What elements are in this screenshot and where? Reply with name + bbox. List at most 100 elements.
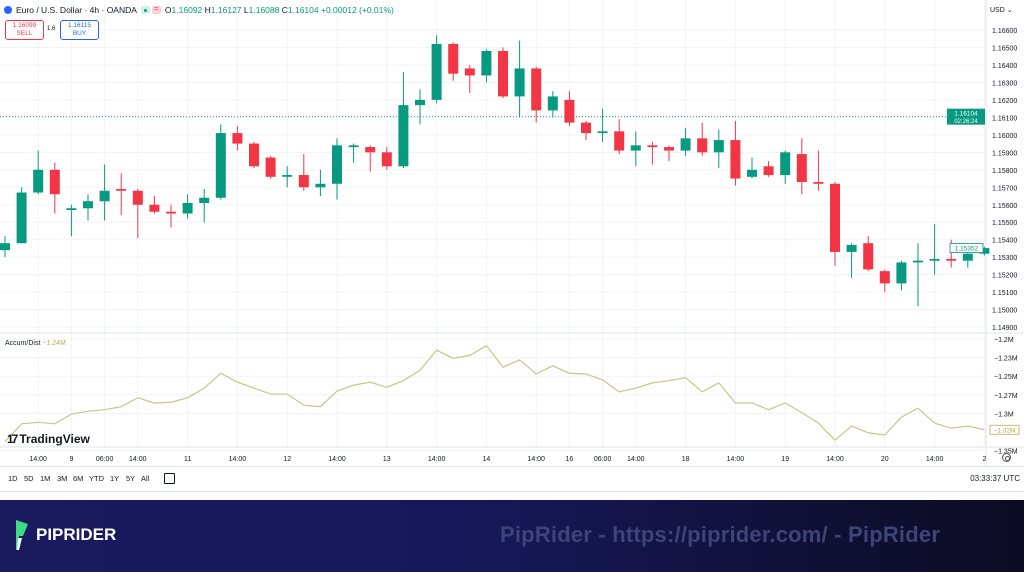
candle-body xyxy=(182,203,193,214)
time-tick-label: 14:00 xyxy=(328,456,346,463)
time-tick-label: 06:00 xyxy=(594,456,612,463)
candle-body xyxy=(830,183,840,252)
time-tick-label: 19 xyxy=(781,456,789,463)
candle xyxy=(365,145,376,172)
candle-body xyxy=(481,50,492,76)
candle-body xyxy=(780,152,791,176)
tradingview-logo[interactable]: 17 TradingView xyxy=(7,432,90,446)
candle-body xyxy=(747,169,757,177)
candle-body xyxy=(315,183,326,188)
candle-body xyxy=(730,140,741,179)
candle-body xyxy=(265,157,276,177)
piprider-icon xyxy=(16,520,28,550)
price-tick-label: 1.16300 xyxy=(992,80,1017,87)
candle-body xyxy=(99,190,110,202)
candle-body xyxy=(614,131,625,151)
sell-price: 1.16099 xyxy=(12,22,37,29)
time-tick-label: 14 xyxy=(483,456,491,463)
candle xyxy=(730,120,741,186)
indicator-legend[interactable]: Accum/Dist −1.24M xyxy=(5,340,66,347)
indicator-tick-label: −1.2M xyxy=(994,337,1014,344)
calendar-goto-date-icon[interactable] xyxy=(164,473,175,484)
time-tick-label: 06:00 xyxy=(96,456,114,463)
candle-body xyxy=(232,133,243,144)
candle xyxy=(398,71,409,169)
indicator-value-label: −1.32M xyxy=(994,427,1016,434)
price-tick-label: 1.15300 xyxy=(992,255,1017,262)
price-tick-label: 1.14900 xyxy=(992,325,1017,332)
settings-gear-icon[interactable] xyxy=(1002,453,1011,462)
candle-body xyxy=(49,169,60,195)
candle xyxy=(514,40,525,118)
banner-watermark: PipRider - https://piprider.com/ - PipRi… xyxy=(500,522,941,547)
range-5y[interactable]: 5Y xyxy=(126,474,136,483)
price-tick-label: 1.15100 xyxy=(992,290,1017,297)
range-ytd[interactable]: YTD xyxy=(89,474,104,483)
price-tick-label: 1.16400 xyxy=(992,63,1017,70)
candle-body xyxy=(365,147,376,153)
price-tick-label: 1.16600 xyxy=(992,28,1017,35)
candle-body xyxy=(913,260,923,263)
candle xyxy=(913,243,923,307)
currency-selector[interactable]: USD ⌄ xyxy=(990,7,1013,14)
current-price-label: 1.16104 xyxy=(954,111,978,118)
time-tick-label: 14:00 xyxy=(926,456,944,463)
candle-body xyxy=(215,133,226,198)
candle-body xyxy=(763,166,774,176)
candle-body xyxy=(33,169,44,193)
candle-body xyxy=(597,131,608,134)
market-status-badges: = xyxy=(140,6,161,14)
candle xyxy=(49,162,60,214)
candle xyxy=(929,223,940,275)
range-6m[interactable]: 6M xyxy=(73,474,84,483)
candle-body xyxy=(149,204,160,212)
candle-body xyxy=(116,189,127,191)
bar-countdown-label: 02:26:24 xyxy=(954,119,978,125)
symbol-title[interactable]: Euro / U.S. Dollar · 4h · OANDA xyxy=(16,5,137,15)
candle-body xyxy=(249,143,259,167)
candle xyxy=(249,141,259,169)
sell-button[interactable]: 1.16099 SELL xyxy=(5,20,44,40)
market-open-icon xyxy=(140,6,150,14)
candle xyxy=(265,155,276,179)
ohlc-values: O1.16092 H1.16127 L1.16088 C1.16104 +0.0… xyxy=(164,5,394,15)
candle-body xyxy=(381,152,392,167)
candle xyxy=(830,182,840,266)
time-tick-label: 2 xyxy=(982,456,986,463)
last-bar-label: 1.15352 xyxy=(955,246,979,253)
range-all[interactable]: All xyxy=(141,474,150,483)
indicator-tick-label: −1.25M xyxy=(994,374,1018,381)
candle-body xyxy=(796,154,807,183)
last-bar-label-box xyxy=(949,243,984,253)
spread-value: 1.6 xyxy=(47,26,56,32)
candle xyxy=(697,122,708,156)
time-tick-label: 14:00 xyxy=(727,456,745,463)
buy-button[interactable]: 1.16115 BUY xyxy=(60,20,99,40)
price-tick-label: 1.15500 xyxy=(992,220,1017,227)
range-1d[interactable]: 1D xyxy=(8,474,18,483)
clock-timezone[interactable]: 03:33:37 UTC xyxy=(970,474,1020,483)
range-3m[interactable]: 3M xyxy=(57,474,68,483)
candle xyxy=(846,243,857,279)
candle-body xyxy=(647,145,658,148)
range-1m[interactable]: 1M xyxy=(40,474,51,483)
candle xyxy=(149,196,160,214)
candle-body xyxy=(664,147,674,151)
time-tick-label: 14:00 xyxy=(229,456,247,463)
chart-canvas[interactable]: 1.16600 1.16500 1.16400 1.16300 1.16200 1.161… xyxy=(0,0,1024,466)
candle xyxy=(448,42,459,81)
candle xyxy=(116,173,127,216)
candle-body xyxy=(298,175,309,188)
chart-legend: Euro / U.S. Dollar · 4h · OANDA = O1.160… xyxy=(4,5,394,15)
candle xyxy=(0,236,10,258)
range-5d[interactable]: 5D xyxy=(24,474,34,483)
candle-body xyxy=(962,253,973,261)
candle-body xyxy=(879,271,890,284)
candle-body xyxy=(464,68,475,76)
candle xyxy=(199,189,210,223)
candle-body xyxy=(431,43,442,100)
time-tick-label: 11 xyxy=(184,456,191,463)
range-1y[interactable]: 1Y xyxy=(110,474,120,483)
candle xyxy=(747,157,757,179)
candle-body xyxy=(680,138,691,151)
